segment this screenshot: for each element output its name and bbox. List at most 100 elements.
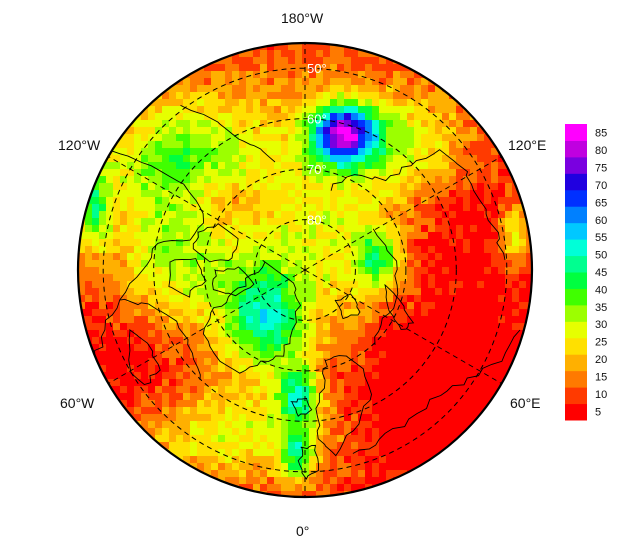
field-cell [211,316,219,324]
field-cell [400,435,408,443]
field-cell [344,204,352,212]
field-cell [232,141,240,149]
field-cell [477,358,485,366]
colorbar-tick-label: 15 [595,372,607,384]
field-cell [190,379,198,387]
field-cell [218,246,226,254]
field-cell [435,190,443,198]
field-cell [351,421,359,429]
field-cell [498,169,506,177]
field-cell [302,162,310,170]
field-cell [344,225,352,233]
colorbar-tick-label: 40 [595,284,607,296]
field-cell [309,176,317,184]
field-cell [316,92,324,100]
field-cell [421,393,429,401]
field-cell [337,463,345,471]
field-cell [148,442,156,450]
field-cell [323,470,331,478]
field-cell [449,393,457,401]
field-cell [393,155,401,163]
field-cell [365,120,373,128]
field-cell [344,407,352,415]
field-cell [386,190,394,198]
field-cell [169,323,177,331]
field-cell [351,113,359,121]
field-cell [127,407,135,415]
field-cell [281,302,289,310]
field-cell [449,400,457,408]
field-cell [491,316,499,324]
field-cell [344,365,352,373]
field-cell [218,155,226,163]
field-cell [463,330,471,338]
field-cell [428,316,436,324]
field-cell [379,351,387,359]
field-cell [239,351,247,359]
field-cell [162,106,170,114]
field-cell [225,204,233,212]
field-cell [435,232,443,240]
field-cell [162,414,170,422]
field-cell [337,197,345,205]
field-cell [204,302,212,310]
field-cell [120,365,128,373]
field-cell [183,204,191,212]
field-cell [449,218,457,226]
colorbar-swatch [565,321,587,339]
field-cell [323,85,331,93]
field-cell [211,71,219,79]
field-cell [211,372,219,380]
field-cell [463,323,471,331]
field-cell [421,386,429,394]
field-cell [533,239,541,247]
field-cell [267,197,275,205]
field-cell [309,386,317,394]
field-cell [92,337,100,345]
field-cell [323,71,331,79]
field-cell [442,274,450,282]
field-cell [204,246,212,254]
field-cell [414,414,422,422]
field-cell [323,344,331,352]
field-cell [449,407,457,415]
field-cell [379,274,387,282]
field-cell [176,92,184,100]
field-cell [218,344,226,352]
field-cell [113,330,121,338]
field-cell [470,190,478,198]
field-cell [316,190,324,198]
field-cell [134,127,142,135]
field-cell [449,288,457,296]
field-cell [463,274,471,282]
field-cell [414,204,422,212]
field-cell [120,232,128,240]
field-cell [484,148,492,156]
field-cell [330,190,338,198]
field-cell [456,386,464,394]
field-cell [456,260,464,268]
field-cell [113,253,121,261]
field-cell [218,330,226,338]
colorbar-tick-label: 45 [595,267,607,279]
field-cell [505,267,513,275]
field-cell [358,428,366,436]
field-cell [267,190,275,198]
field-cell [260,428,268,436]
field-cell [246,491,254,497]
field-cell [141,435,149,443]
field-cell [204,78,212,86]
field-cell [330,379,338,387]
field-cell [288,428,296,436]
field-cell [505,155,513,163]
field-cell [498,176,506,184]
field-cell [225,274,233,282]
field-cell [309,50,317,58]
field-cell [512,281,520,289]
field-cell [442,295,450,303]
field-cell [274,113,282,121]
field-cell [316,176,324,184]
field-cell [232,330,240,338]
field-cell [379,358,387,366]
field-cell [99,365,107,373]
